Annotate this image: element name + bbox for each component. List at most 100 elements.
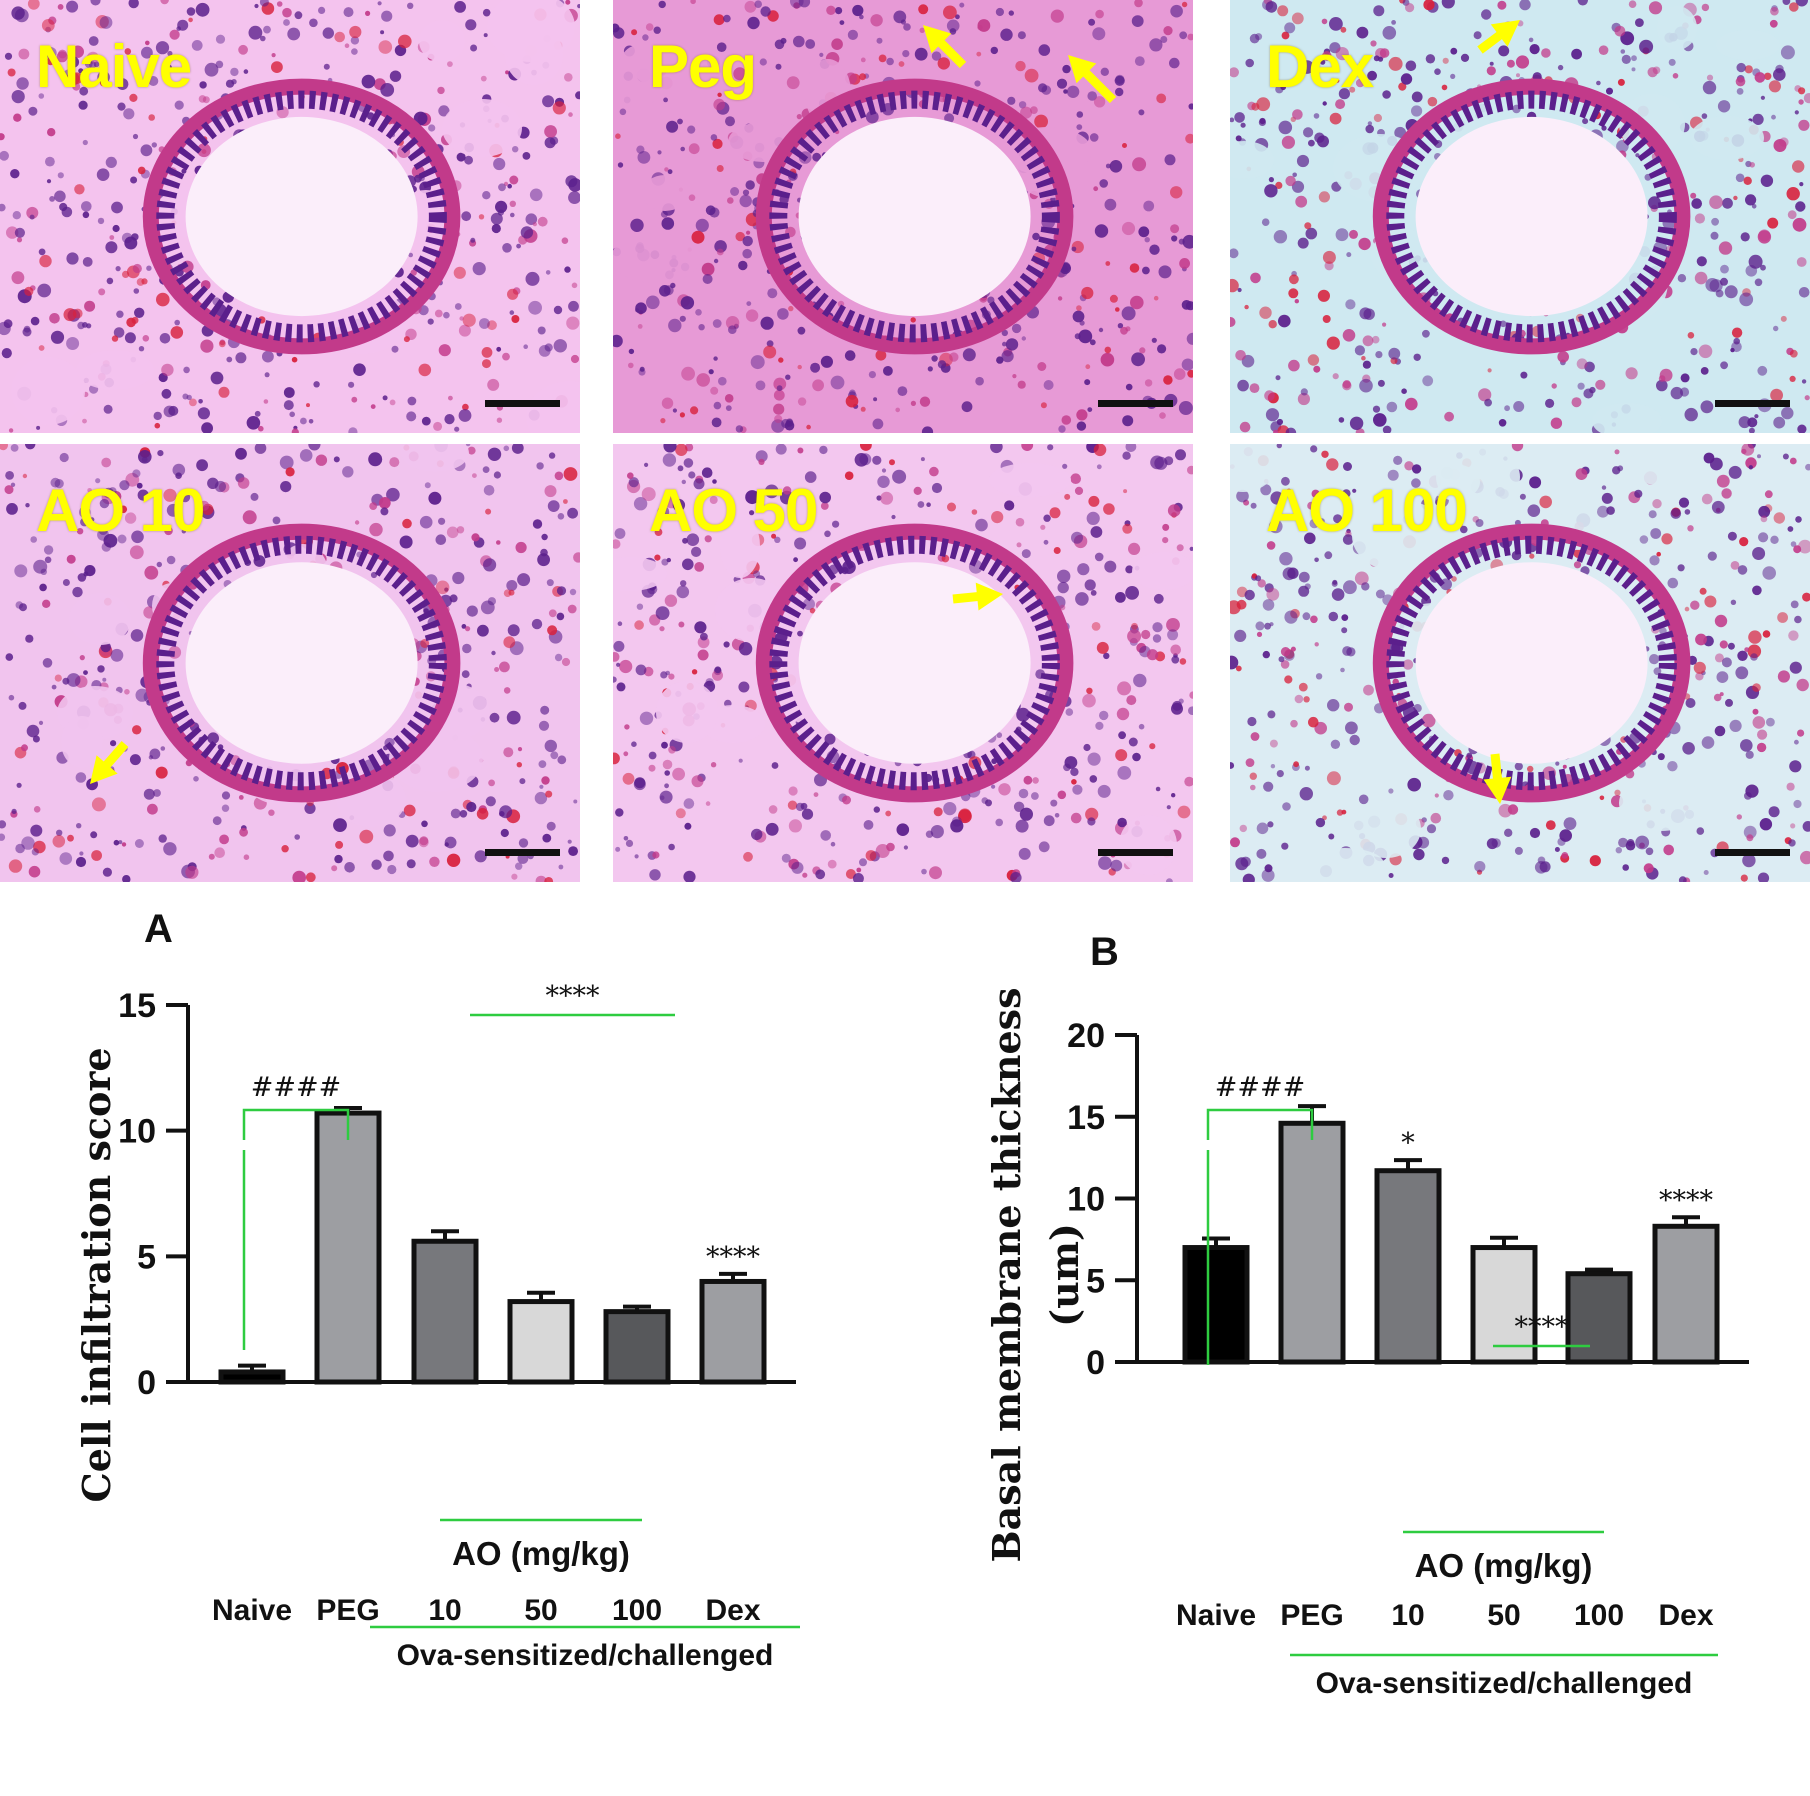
bar-50 <box>1470 1245 1538 1365</box>
bar-naive <box>1182 1245 1250 1365</box>
outer-group-label: Ova-sensitized/challenged <box>397 1639 774 1672</box>
scale-bar <box>1098 400 1173 407</box>
micrograph-naive: Naive <box>0 0 580 433</box>
x-group-label: AO (mg/kg) <box>1415 1547 1593 1584</box>
inflammation-arrow <box>90 741 129 784</box>
bronchiole-lumen <box>185 116 418 317</box>
bronchiole-wall <box>1372 523 1691 803</box>
bronchiole-wall <box>1372 78 1691 355</box>
bar-100 <box>603 1309 671 1385</box>
category-label: 100 <box>1574 1599 1624 1632</box>
comparison-bracket <box>1206 1108 1314 1140</box>
inflammation-arrow <box>1483 753 1512 804</box>
panel-letter: A <box>144 907 173 951</box>
y-axis-label: Cell infiltration score <box>74 1047 119 1502</box>
micrograph-ao100: AO 100 <box>1230 444 1810 882</box>
category-label: Naive <box>212 1594 292 1627</box>
category-label: 10 <box>1391 1599 1424 1632</box>
outer-group-label: Ova-sensitized/challenged <box>1316 1667 1693 1700</box>
bar-peg <box>314 1110 382 1385</box>
category-label: Naive <box>1176 1599 1256 1632</box>
micrograph-image <box>613 444 1193 882</box>
y-tick-label: 20 <box>1067 1017 1105 1055</box>
bronchiole-lumen <box>185 562 418 764</box>
category-label: 50 <box>1487 1599 1520 1632</box>
y-axis-label: Basal membrane thickness <box>984 988 1029 1563</box>
micrograph-label: Peg <box>649 33 757 100</box>
y-tick-label: 10 <box>118 1113 156 1151</box>
x-group-label: AO (mg/kg) <box>452 1535 630 1572</box>
panel-letter: B <box>1090 930 1119 974</box>
group-significance-label: **** <box>1515 1312 1570 1343</box>
comparison-bracket <box>242 1108 350 1140</box>
bronchiole-lumen <box>1415 562 1648 764</box>
y-tick-label: 5 <box>1086 1262 1105 1300</box>
micrograph-peg: Peg <box>613 0 1193 433</box>
inflammation-arrow <box>952 582 1003 611</box>
bracket-label: #### <box>1215 1072 1306 1103</box>
micrograph-label: Dex <box>1266 33 1374 100</box>
epithelium <box>1386 535 1677 791</box>
micrograph-dex: Dex <box>1230 0 1810 433</box>
bronchiole-lumen <box>798 562 1031 764</box>
bronchiole-lumen <box>1415 116 1648 317</box>
scale-bar <box>1098 849 1173 856</box>
micrograph-image <box>613 0 1193 433</box>
scale-bar <box>485 849 560 856</box>
micrograph-image <box>0 444 580 882</box>
chart-panel-b: B 0 5 10 15 20 Basal membrane thickness (um) Nai… <box>984 930 1749 1700</box>
group-significance-label: **** <box>546 981 601 1012</box>
significance-label: * <box>1401 1128 1415 1159</box>
bronchiole-lumen <box>798 116 1031 317</box>
bar-naive <box>218 1369 286 1385</box>
micrograph-label: Naive <box>36 33 192 100</box>
bronchiole-wall <box>142 523 461 803</box>
y-tick-label: 5 <box>137 1238 156 1276</box>
micrograph-image <box>1230 444 1810 882</box>
category-label: PEG <box>316 1594 379 1627</box>
micrograph-label: AO 50 <box>649 477 818 544</box>
bronchiole-wall <box>755 78 1074 355</box>
epithelium <box>156 90 447 343</box>
bar-10 <box>411 1238 479 1385</box>
inflammation-arrow <box>923 25 967 69</box>
y-tick-label: 15 <box>1067 1099 1105 1137</box>
scale-bar <box>1715 849 1790 856</box>
category-label: Dex <box>705 1594 760 1627</box>
category-label: Dex <box>1658 1599 1713 1632</box>
bar-dex <box>1652 1223 1720 1365</box>
bar-peg <box>1278 1120 1346 1365</box>
epithelium <box>156 535 447 791</box>
bronchiole-wall <box>142 78 461 355</box>
bar-charts: A 0 5 10 15 Cell infiltration score Naive PEG 10… <box>74 907 1749 1700</box>
significance-label: **** <box>1659 1185 1714 1216</box>
micrograph-ao10: AO 10 <box>0 444 580 882</box>
epithelium <box>1386 90 1677 343</box>
category-label: 50 <box>524 1594 557 1627</box>
bronchiole-wall <box>755 523 1074 803</box>
micrograph-label: AO 100 <box>1266 477 1468 544</box>
y-axis-unit: (um) <box>1042 1223 1087 1327</box>
micrograph-label: AO 10 <box>36 477 205 544</box>
inflammation-arrow <box>1068 55 1117 104</box>
bracket-label: #### <box>251 1072 342 1103</box>
chart-panel-a: A 0 5 10 15 Cell infiltration score Naive PEG 10… <box>74 907 800 1672</box>
category-label: 10 <box>428 1594 461 1627</box>
epithelium <box>769 90 1060 343</box>
y-tick-label: 0 <box>1086 1344 1105 1382</box>
micrograph-ao50: AO 50 <box>613 444 1193 882</box>
y-tick-label: 10 <box>1067 1181 1105 1219</box>
category-label: PEG <box>1280 1599 1343 1632</box>
inflammation-arrow <box>1477 20 1520 54</box>
y-tick-label: 0 <box>137 1364 156 1402</box>
bar-100 <box>1565 1271 1633 1365</box>
micrograph-image <box>0 0 580 433</box>
significance-label: **** <box>706 1242 761 1273</box>
scale-bar <box>485 400 560 407</box>
y-tick-label: 15 <box>118 987 156 1025</box>
micrograph-image <box>1230 0 1810 433</box>
epithelium <box>769 535 1060 791</box>
bar-50 <box>507 1299 575 1385</box>
bar-dex <box>699 1278 767 1385</box>
scale-bar <box>1715 400 1790 407</box>
